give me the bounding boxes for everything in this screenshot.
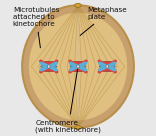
Ellipse shape [41,68,57,72]
Ellipse shape [77,65,79,68]
Ellipse shape [70,68,86,72]
Text: Centromere
(with kinetochore): Centromere (with kinetochore) [35,69,101,133]
Ellipse shape [99,61,115,65]
Ellipse shape [22,5,134,128]
Ellipse shape [99,65,115,68]
Ellipse shape [29,13,127,120]
Text: Microtubules
attached to
kinetochore: Microtubules attached to kinetochore [13,7,59,48]
Ellipse shape [41,65,57,68]
Ellipse shape [75,3,81,7]
Ellipse shape [99,68,115,72]
Ellipse shape [106,65,109,68]
Text: Metaphase
plate: Metaphase plate [80,7,127,35]
Ellipse shape [70,61,86,65]
Ellipse shape [47,65,50,68]
Ellipse shape [41,61,57,65]
Ellipse shape [70,65,86,68]
Ellipse shape [75,126,81,130]
